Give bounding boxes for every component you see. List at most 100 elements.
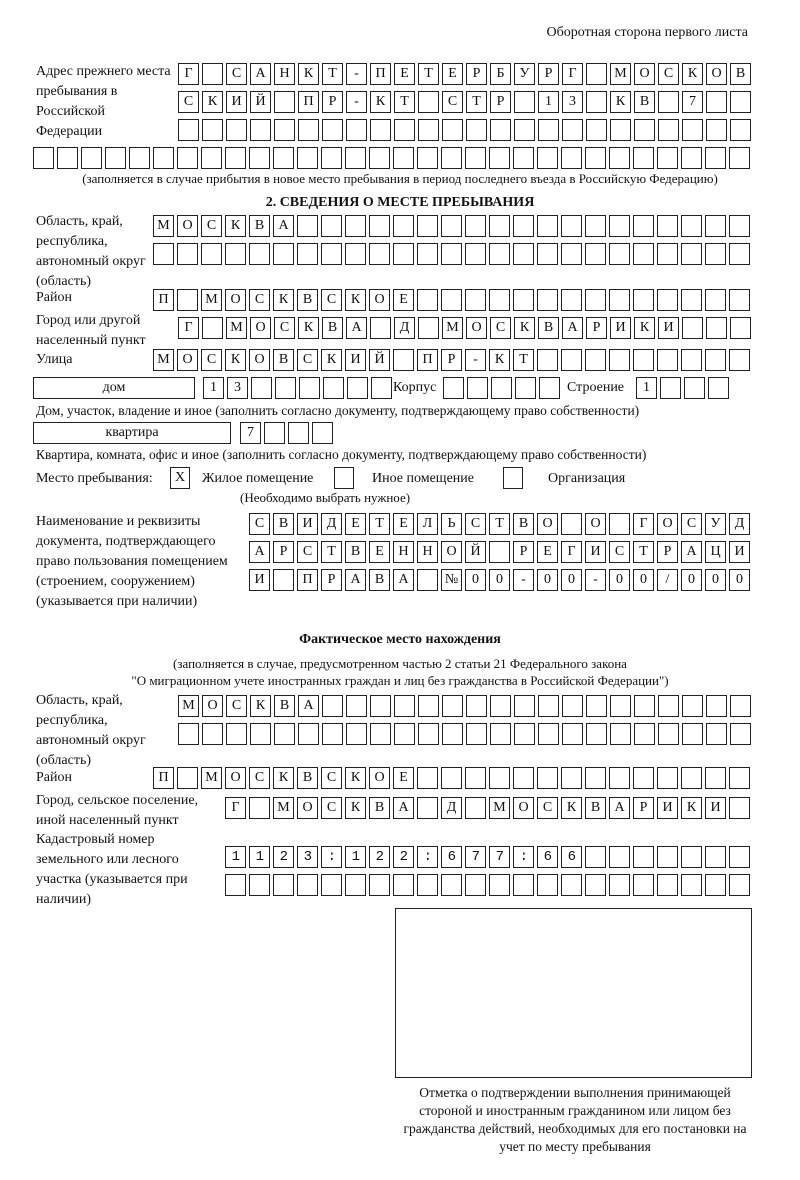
char-cell[interactable] [538, 119, 559, 141]
char-cell[interactable] [322, 119, 343, 141]
char-cell[interactable] [371, 377, 392, 399]
char-cell[interactable]: К [345, 767, 366, 789]
house-type-field[interactable]: дом [33, 377, 195, 399]
char-cell[interactable]: Т [513, 349, 534, 371]
char-cell[interactable] [466, 723, 487, 745]
char-cell[interactable]: Р [586, 317, 607, 339]
char-cell[interactable]: И [585, 541, 606, 563]
char-cell[interactable] [562, 695, 583, 717]
apt-number-row[interactable]: 7 [240, 422, 336, 444]
char-cell[interactable] [394, 119, 415, 141]
char-cell[interactable] [537, 846, 558, 868]
region-row-2[interactable] [153, 243, 753, 265]
char-cell[interactable]: С [226, 695, 247, 717]
char-cell[interactable] [322, 695, 343, 717]
char-cell[interactable]: И [658, 317, 679, 339]
char-cell[interactable] [633, 767, 654, 789]
char-cell[interactable] [417, 797, 438, 819]
char-cell[interactable]: А [562, 317, 583, 339]
char-cell[interactable]: Е [393, 289, 414, 311]
char-cell[interactable]: К [610, 91, 631, 113]
char-cell[interactable] [393, 874, 414, 896]
char-cell[interactable] [633, 846, 654, 868]
char-cell[interactable]: С [321, 767, 342, 789]
char-cell[interactable]: А [393, 569, 414, 591]
char-cell[interactable] [682, 695, 703, 717]
char-cell[interactable]: Е [442, 63, 463, 85]
char-cell[interactable]: С [226, 63, 247, 85]
char-cell[interactable] [465, 797, 486, 819]
char-cell[interactable] [298, 723, 319, 745]
char-cell[interactable] [681, 767, 702, 789]
char-cell[interactable] [514, 91, 535, 113]
char-cell[interactable]: Й [465, 541, 486, 563]
char-cell[interactable] [369, 147, 390, 169]
char-cell[interactable]: В [538, 317, 559, 339]
char-cell[interactable]: С [321, 797, 342, 819]
char-cell[interactable] [708, 377, 729, 399]
char-cell[interactable]: С [249, 289, 270, 311]
char-cell[interactable]: Н [393, 541, 414, 563]
char-cell[interactable]: Г [561, 541, 582, 563]
place-organization-checkbox[interactable] [503, 467, 523, 489]
char-cell[interactable] [634, 119, 655, 141]
char-cell[interactable] [249, 797, 270, 819]
char-cell[interactable]: 7 [682, 91, 703, 113]
korpus-row[interactable] [443, 377, 563, 399]
char-cell[interactable] [609, 215, 630, 237]
char-cell[interactable]: В [345, 541, 366, 563]
char-cell[interactable] [514, 695, 535, 717]
char-cell[interactable]: Е [393, 767, 414, 789]
char-cell[interactable] [681, 215, 702, 237]
char-cell[interactable]: В [274, 695, 295, 717]
char-cell[interactable]: 3 [227, 377, 248, 399]
char-cell[interactable] [345, 147, 366, 169]
char-cell[interactable] [202, 317, 223, 339]
char-cell[interactable]: Р [633, 797, 654, 819]
char-cell[interactable]: М [442, 317, 463, 339]
char-cell[interactable]: В [297, 289, 318, 311]
char-cell[interactable]: С [178, 91, 199, 113]
char-cell[interactable] [561, 767, 582, 789]
char-cell[interactable] [490, 723, 511, 745]
char-cell[interactable]: О [634, 63, 655, 85]
char-cell[interactable] [297, 243, 318, 265]
char-cell[interactable] [321, 874, 342, 896]
char-cell[interactable] [225, 874, 246, 896]
char-cell[interactable] [586, 91, 607, 113]
char-cell[interactable] [513, 243, 534, 265]
char-cell[interactable] [369, 846, 390, 868]
char-cell[interactable] [729, 874, 750, 896]
char-cell[interactable] [729, 797, 750, 819]
char-cell[interactable]: - [346, 63, 367, 85]
char-cell[interactable] [489, 243, 510, 265]
char-cell[interactable] [274, 119, 295, 141]
char-cell[interactable]: Б [490, 63, 511, 85]
char-cell[interactable] [633, 215, 654, 237]
char-cell[interactable]: А [250, 63, 271, 85]
char-cell[interactable] [418, 91, 439, 113]
char-cell[interactable]: А [609, 797, 630, 819]
char-cell[interactable] [585, 349, 606, 371]
char-cell[interactable] [177, 243, 198, 265]
char-cell[interactable] [441, 846, 462, 868]
char-cell[interactable]: О [706, 63, 727, 85]
char-cell[interactable] [489, 147, 510, 169]
char-cell[interactable] [609, 874, 630, 896]
char-cell[interactable]: О [369, 767, 390, 789]
char-cell[interactable] [57, 147, 78, 169]
char-cell[interactable]: И [226, 91, 247, 113]
char-cell[interactable] [275, 377, 296, 399]
char-cell[interactable] [730, 119, 751, 141]
char-cell[interactable] [250, 119, 271, 141]
char-cell[interactable] [657, 289, 678, 311]
char-cell[interactable]: - [346, 91, 367, 113]
char-cell[interactable] [681, 147, 702, 169]
char-cell[interactable]: С [249, 767, 270, 789]
char-cell[interactable]: 0 [561, 569, 582, 591]
